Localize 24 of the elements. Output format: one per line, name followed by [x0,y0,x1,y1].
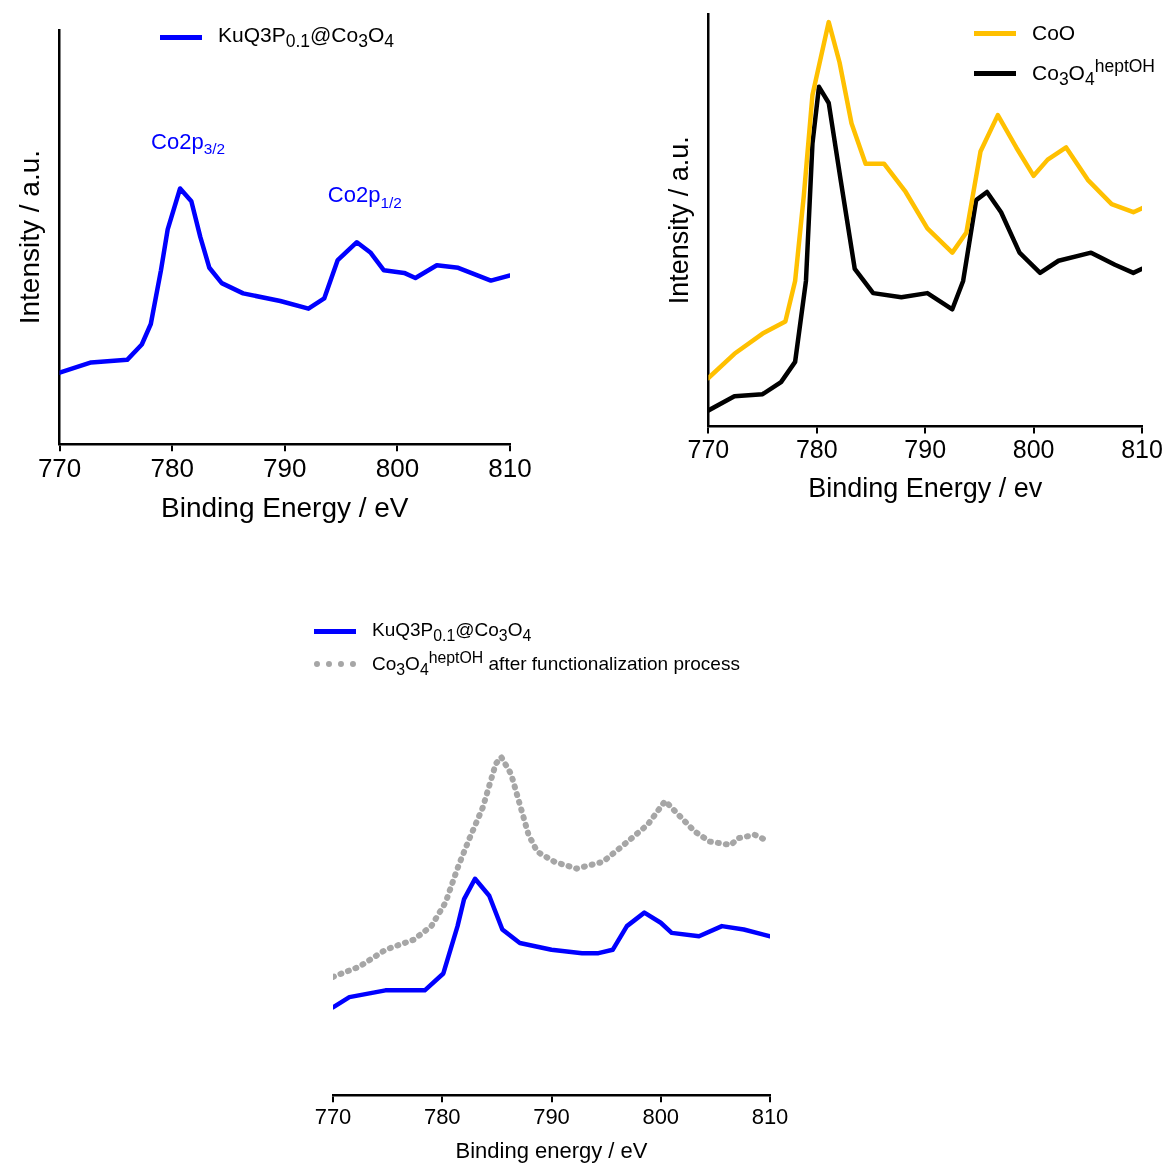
x-tick-label: 800 [375,452,420,483]
x-tick-label: 790 [533,1104,570,1130]
y-axis-title: Intensity / a.u. [13,149,45,325]
legend-label: Co$_{3}$O$_{4}$$^{heptOH}$ after functionalization process [372,647,740,680]
x-tick-label: 790 [904,435,947,464]
x-axis-title: Binding Energy / eV [161,491,409,523]
x-axis-title: Binding energy / eV [455,1137,648,1163]
x-tick-label: 770 [687,435,730,464]
x-tick-label: 780 [423,1104,461,1130]
y-axis-title: Intensity / a.u. [663,136,694,305]
x-axis-title: Binding Energy / ev [808,473,1043,504]
x-tick-label: 790 [263,452,307,483]
x-tick-label: 800 [642,1104,680,1130]
x-tick-label: 800 [1012,435,1055,464]
legend-label: KuQ3P$_{0.1}$@Co$_{3}$O$_{4}$ [372,618,532,646]
x-tick-label: 810 [1121,435,1163,464]
x-tick-label: 810 [488,452,532,483]
x-tick-label: 780 [150,452,194,483]
legend-label: CoO [1032,20,1076,46]
x-tick-label: 810 [751,1104,789,1130]
legend-label: KuQ3P$_{0.1}$@Co$_{3}$O$_{4}$ [218,22,395,54]
x-tick-label: 770 [37,452,82,483]
x-tick-label: 780 [795,435,838,464]
x-tick-label: 770 [314,1104,352,1130]
